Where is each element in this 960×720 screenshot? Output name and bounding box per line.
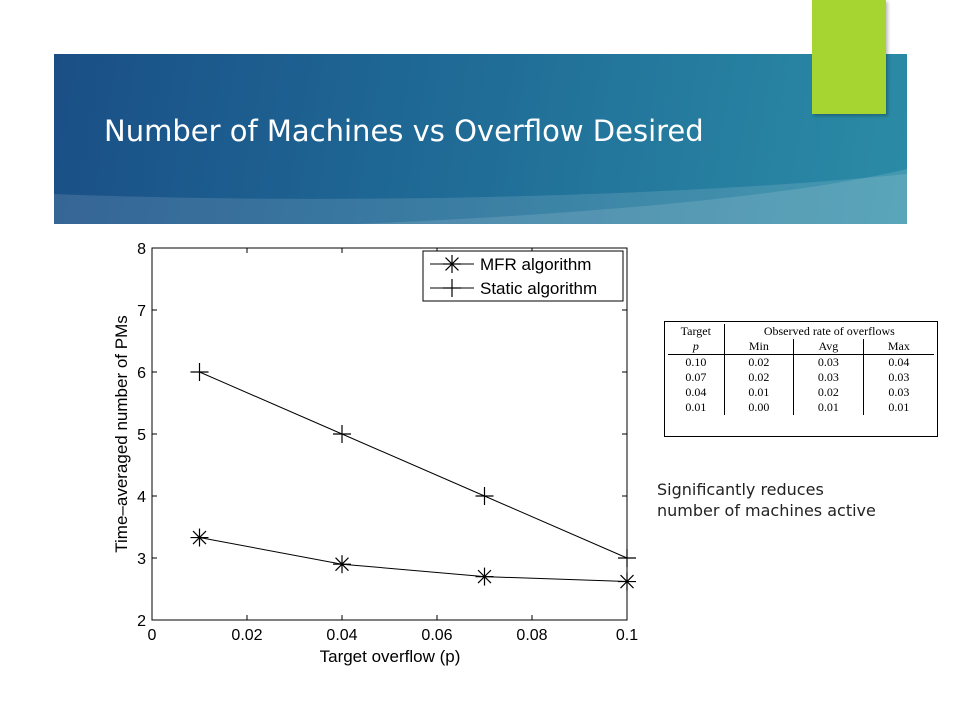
table-row: 0.10 0.02 0.03 0.04	[668, 354, 934, 370]
table-cell: 0.01	[723, 385, 794, 400]
slide-note: Significantly reduces number of machines…	[657, 480, 876, 520]
table-cell: 0.10	[685, 355, 707, 369]
asterisk-marker-stroke	[192, 530, 207, 545]
table-cell: 0.03	[862, 385, 934, 400]
table-row: 0.01 0.00 0.01 0.01	[668, 400, 934, 415]
y-tick-label: 3	[137, 551, 146, 568]
x-tick-label: 0.02	[231, 627, 262, 644]
table-header-observed: Observed rate of overflows	[723, 324, 934, 339]
table-cell: 0.03	[793, 370, 864, 385]
table-cell: 0.01	[793, 400, 864, 415]
y-axis: 2 3 4 5 6 7 8	[137, 241, 627, 630]
asterisk-marker-stroke	[477, 569, 492, 584]
asterisk-marker	[190, 528, 209, 547]
plus-marker	[443, 279, 461, 297]
series-line-static-algorithm	[199, 371, 628, 559]
table-header-min: Min	[723, 339, 794, 355]
y-tick-label: 5	[137, 427, 146, 444]
table-cell: 0.01	[862, 400, 934, 415]
series-line-mfr-algorithm	[199, 537, 628, 583]
y-tick-label: 6	[137, 365, 146, 382]
plus-marker	[618, 549, 636, 567]
asterisk-marker-stroke	[620, 574, 634, 589]
y-tick-label: 2	[137, 613, 146, 630]
table-cell: 0.03	[793, 354, 864, 370]
plus-marker	[475, 487, 494, 505]
table-cell: 0.02	[723, 354, 794, 370]
x-tick-label: 0	[148, 627, 157, 644]
table-cell: 0.00	[723, 400, 794, 415]
table-header-row-2: p Min Avg Max	[668, 339, 934, 355]
overflow-table: Target Observed rate of overflows p Min …	[664, 321, 938, 437]
slide-title: Number of Machines vs Overflow Desired	[104, 114, 704, 148]
table-row: 0.07 0.02 0.03 0.03	[668, 370, 934, 385]
plus-marker	[190, 363, 209, 381]
x-tick-label: 0.04	[326, 627, 357, 644]
asterisk-marker	[443, 255, 461, 273]
y-tick-label: 7	[137, 303, 146, 320]
asterisk-marker-stroke	[335, 557, 349, 572]
asterisk-marker	[475, 567, 494, 586]
table-cell: 0.01	[685, 400, 707, 414]
asterisk-marker	[618, 572, 636, 591]
x-tick-label: 0.1	[616, 627, 638, 644]
title-band	[54, 54, 907, 224]
table-header-row-1: Target Observed rate of overflows	[668, 324, 934, 339]
title-band-swoosh	[54, 169, 907, 224]
legend-marker-mfr	[443, 255, 461, 273]
plus-marker	[333, 425, 351, 443]
table-row: 0.04 0.01 0.02 0.03	[668, 385, 934, 400]
x-axis-label: Target overflow (p)	[320, 647, 461, 666]
overflow-table-grid: Target Observed rate of overflows p Min …	[668, 324, 934, 415]
legend-label-static: Static algorithm	[480, 279, 597, 298]
table-cell: 0.04	[685, 385, 707, 399]
x-tick-label: 0.08	[516, 627, 547, 644]
legend-marker-static	[443, 279, 461, 297]
asterisk-marker-stroke	[445, 257, 459, 271]
table-header-avg: Avg	[793, 339, 864, 355]
table-cell: 0.02	[793, 385, 864, 400]
y-tick-label: 8	[137, 241, 146, 258]
table-cell: 0.02	[723, 370, 794, 385]
table-cell: 0.03	[862, 370, 934, 385]
table-header-target: Target	[680, 324, 711, 338]
series-layer	[190, 363, 636, 591]
legend-label-mfr: MFR algorithm	[480, 255, 591, 274]
x-tick-label: 0.06	[421, 627, 452, 644]
plot-frame	[151, 247, 628, 621]
table-cell: 0.07	[685, 370, 707, 384]
table-cell: 0.04	[862, 354, 934, 370]
x-axis: 0 0.02 0.04 0.06 0.08 0.1	[148, 248, 638, 644]
line-chart: 2 3 4 5 6 7 8 0 0.02 0.04 0.06 0.08 0.1 Target over…	[112, 241, 638, 666]
legend: MFR algorithm Static algorithm	[422, 250, 624, 302]
y-tick-label: 4	[137, 489, 146, 506]
table-header-p: p	[668, 339, 725, 355]
y-axis-label: Time–averaged number of PMs	[112, 315, 131, 552]
table-header-max: Max	[862, 339, 934, 355]
accent-tab	[812, 0, 886, 114]
asterisk-marker	[333, 555, 351, 574]
